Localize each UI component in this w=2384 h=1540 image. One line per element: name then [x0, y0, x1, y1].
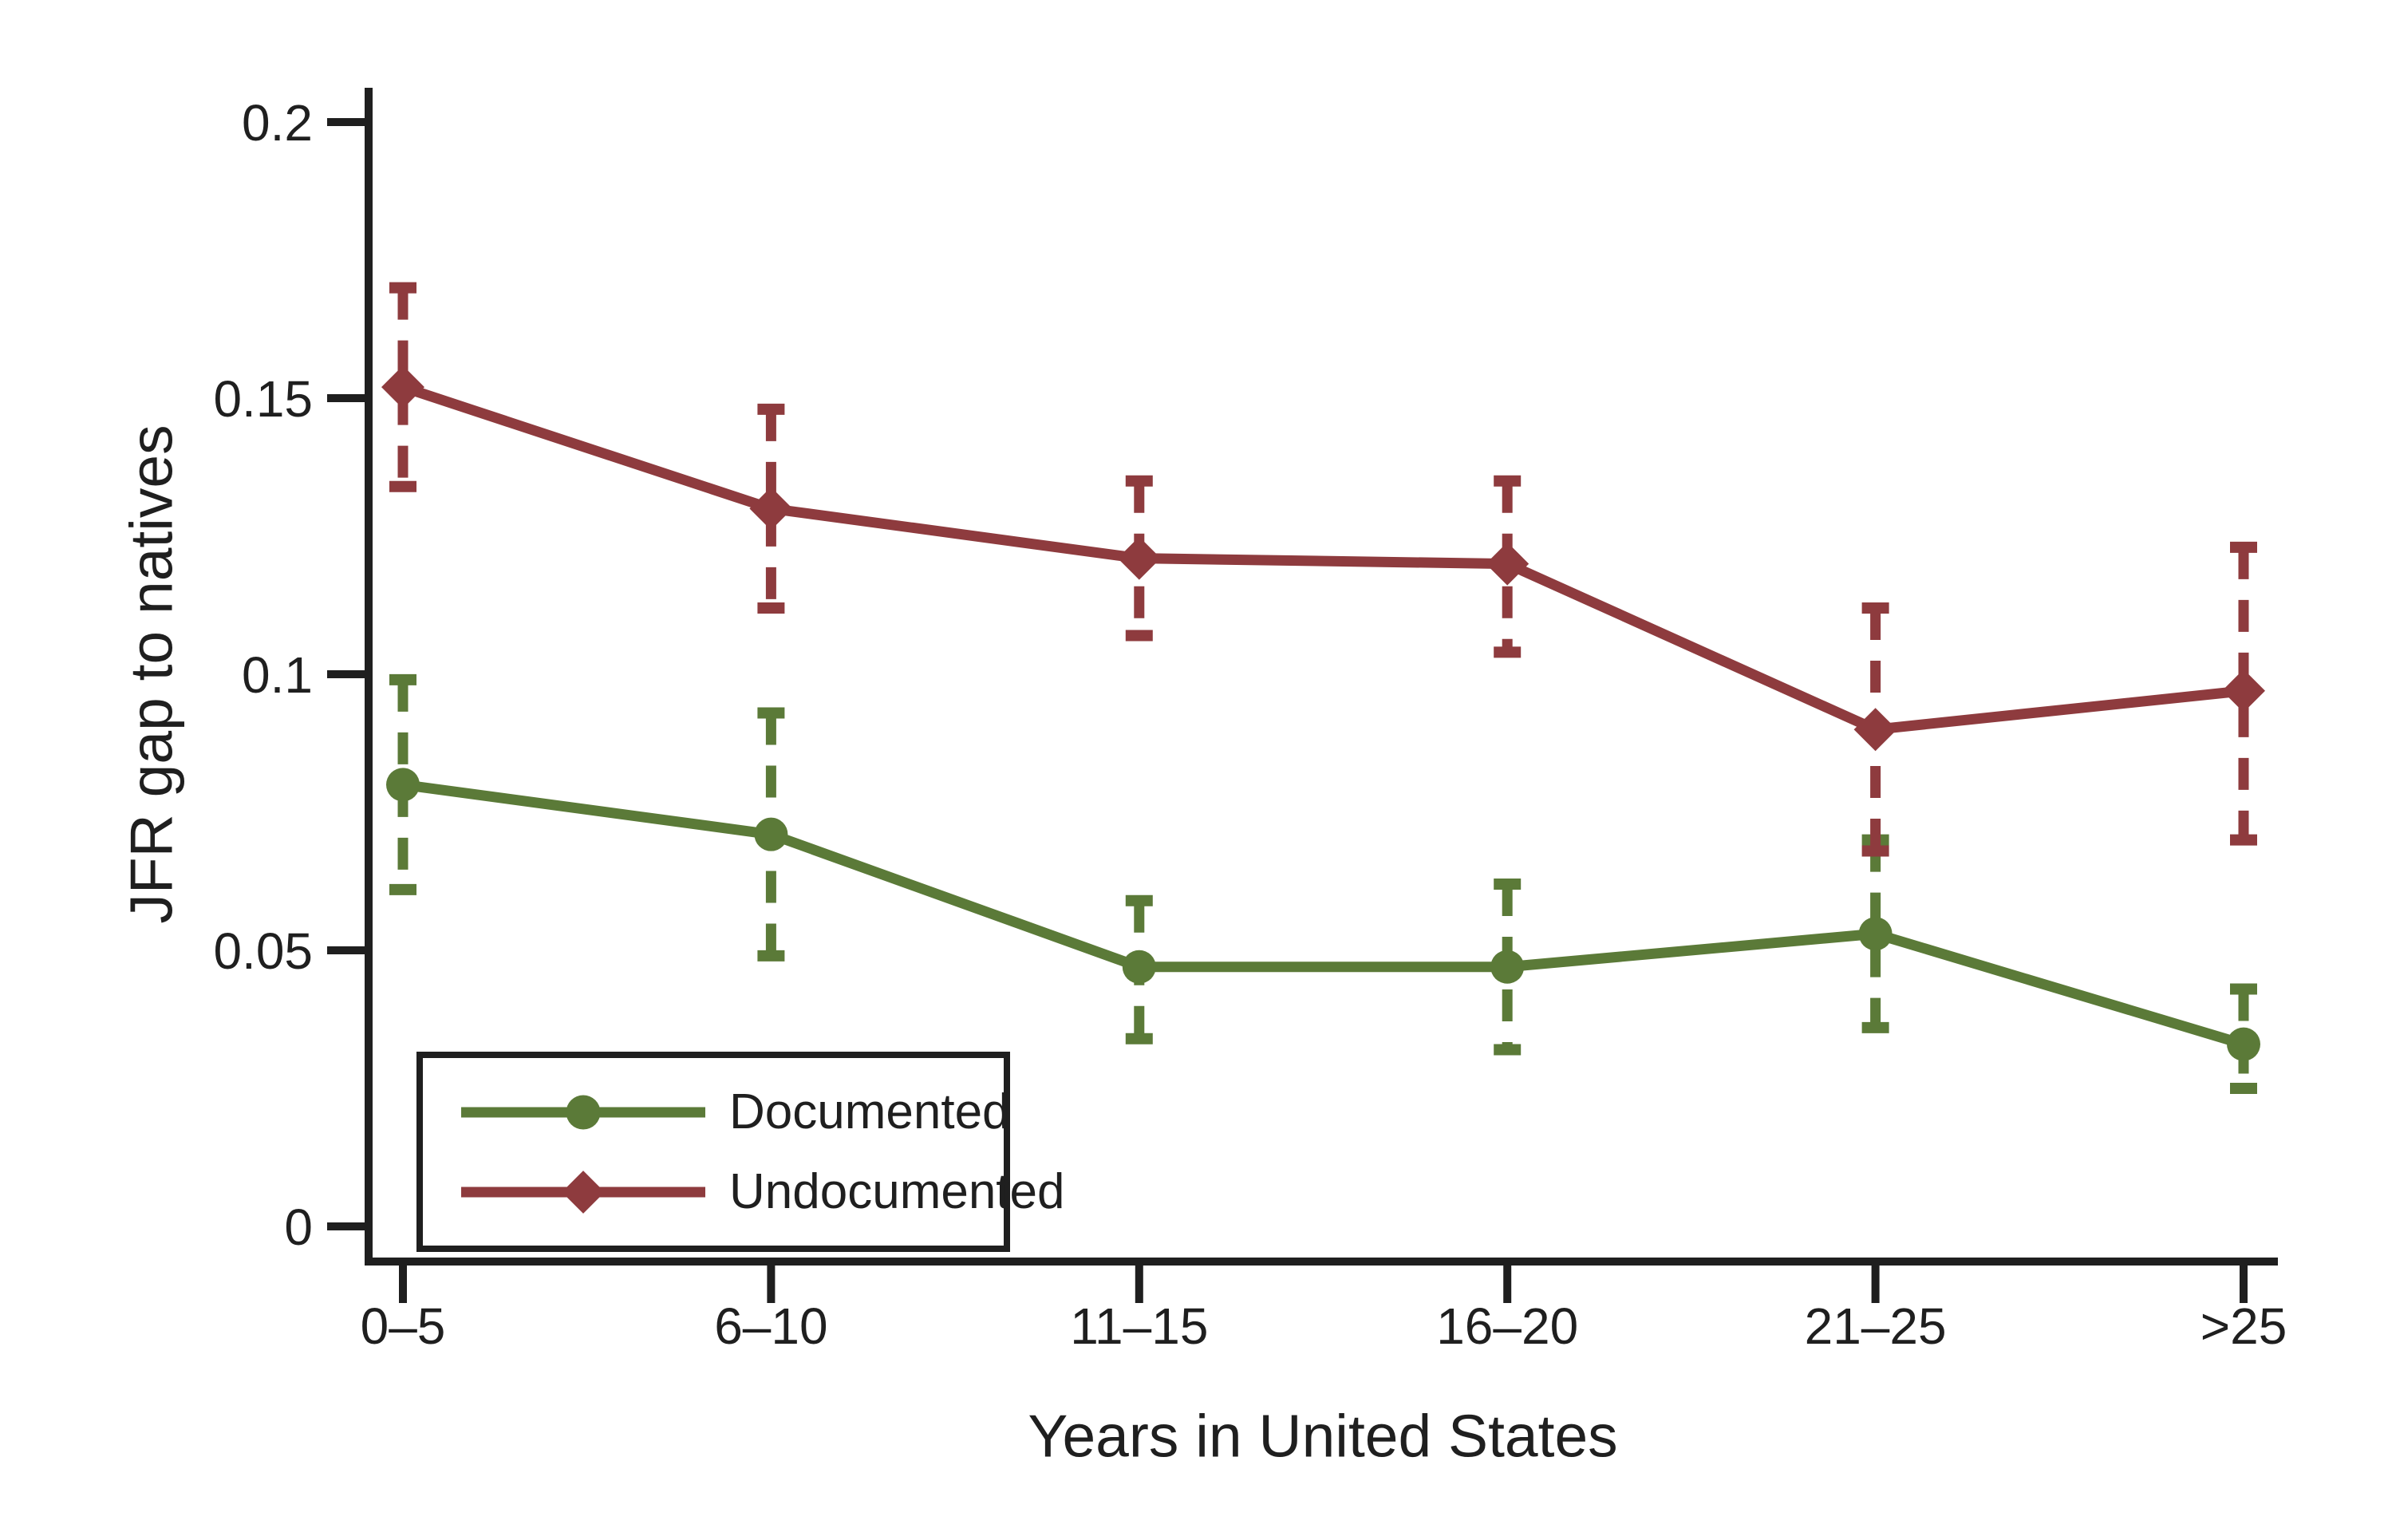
legend-row-documented: Documented [461, 1087, 1010, 1136]
legend: Documented Undocumented [416, 1052, 1065, 1252]
diamond-marker-icon [381, 365, 424, 409]
x-tick-label: 6–10 [714, 1297, 827, 1355]
diamond-marker-icon [2222, 669, 2265, 713]
circle-marker-icon [1858, 917, 1893, 951]
diamond-marker-icon [1486, 542, 1529, 586]
y-axis-title: JFR gap to natives [117, 424, 185, 924]
legend-row-undocumented: Undocumented [461, 1167, 1065, 1216]
documented-sample [461, 1090, 705, 1135]
y-tick-label: 0 [284, 1198, 313, 1256]
diamond-marker-icon [562, 1170, 605, 1214]
x-tick-label: 21–25 [1805, 1297, 1947, 1355]
diamond-marker-icon [1117, 536, 1161, 580]
x-axis-ticks: 0–5 6–10 11–15 16–20 21–25 >25 [361, 1262, 2287, 1355]
legend-label-documented: Documented [729, 1084, 1010, 1139]
y-tick-label: 0.2 [242, 94, 313, 152]
y-tick-label: 0.15 [213, 370, 313, 428]
circle-marker-icon [754, 817, 788, 851]
undocumented-sample [461, 1170, 705, 1214]
series-line [402, 779, 2245, 1049]
series-documented [386, 673, 2260, 1094]
x-axis-title: Years in United States [1028, 1402, 1618, 1470]
y-axis-ticks: 0 0.05 0.1 0.15 0.2 [213, 94, 369, 1256]
series-line [401, 381, 2244, 735]
series-undocumented [381, 282, 2265, 857]
x-tick-label: 16–20 [1436, 1297, 1578, 1355]
x-tick-label: 11–15 [1070, 1297, 1208, 1355]
circle-marker-icon [386, 768, 420, 802]
circle-marker-icon [1490, 950, 1525, 984]
circle-marker-icon [566, 1095, 601, 1129]
axis-lines [365, 88, 2278, 1266]
x-tick-label: >25 [2200, 1297, 2287, 1355]
circle-marker-icon [2227, 1027, 2260, 1061]
x-tick-label: 0–5 [361, 1297, 446, 1355]
legend-label-undocumented: Undocumented [729, 1163, 1065, 1219]
y-tick-label: 0.05 [213, 922, 313, 980]
diamond-marker-icon [1853, 708, 1897, 752]
diamond-marker-icon [749, 487, 793, 531]
circle-marker-icon [1122, 950, 1156, 984]
y-tick-label: 0.1 [242, 646, 313, 704]
